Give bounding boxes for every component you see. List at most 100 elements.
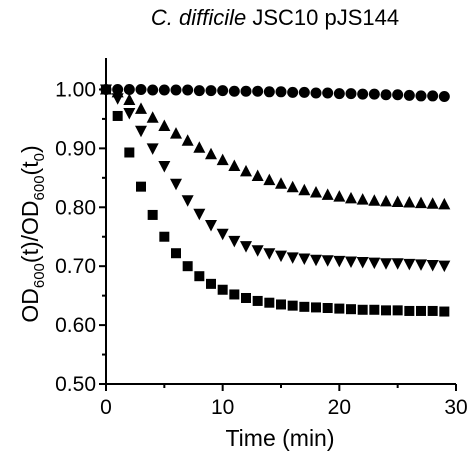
y-label-sub-numerator: 600 (31, 263, 48, 288)
chart-title-strain: JSC10 pJS144 (246, 5, 399, 30)
data-point-square (112, 110, 123, 121)
data-point-square (147, 209, 158, 220)
y-label-close: ) (17, 145, 43, 153)
data-point-circle (275, 86, 287, 98)
data-point-square (404, 305, 415, 316)
data-point-triangle-down (123, 108, 136, 120)
data-point-square (381, 305, 391, 316)
y-tick-label: 1.00 (55, 78, 96, 101)
data-point-triangle-down (181, 195, 194, 207)
data-point-triangle-up (263, 173, 276, 186)
data-point-square (427, 305, 438, 316)
data-point-circle (357, 88, 369, 100)
data-point-square (182, 261, 193, 272)
data-point-triangle-up (368, 194, 381, 206)
data-point-triangle-down (193, 208, 206, 221)
data-point-triangle-down (286, 252, 299, 264)
data-point-square (346, 304, 356, 315)
data-point-triangle-up (181, 134, 194, 146)
data-point-square (217, 284, 228, 295)
data-point-triangle-down (426, 260, 439, 272)
y-tick-label: 0.90 (55, 137, 96, 160)
data-point-triangle-up (228, 159, 241, 172)
data-point-triangle-up (391, 195, 404, 207)
data-point-triangle-down (415, 259, 427, 271)
data-point-triangle-up (205, 147, 217, 160)
data-point-triangle-down (333, 255, 346, 268)
data-point-triangle-up (426, 197, 439, 209)
y-label-t-zero: 0 (31, 153, 48, 161)
data-point-square (264, 297, 275, 308)
y-label-t-open: (t (17, 161, 43, 176)
data-point-circle (415, 90, 427, 102)
data-point-triangle-down (438, 260, 451, 273)
data-point-triangle-up (275, 177, 287, 189)
data-point-triangle-up (321, 188, 334, 200)
data-point-triangle-down (158, 161, 171, 173)
data-point-circle (392, 89, 404, 101)
series-0-circle (100, 83, 450, 103)
data-point-triangle-up (158, 119, 171, 131)
x-tick-label: 30 (444, 396, 467, 419)
data-point-circle (147, 84, 159, 96)
data-point-circle (228, 85, 240, 97)
data-point-triangle-up (135, 102, 147, 114)
data-point-square (101, 84, 111, 95)
data-point-square (357, 304, 368, 315)
data-point-triangle-down (391, 258, 404, 270)
data-point-triangle-up (193, 141, 206, 153)
data-point-circle (380, 89, 392, 101)
data-point-triangle-up (123, 93, 136, 106)
y-axis-label: OD600(t)/OD600(t0) (17, 145, 48, 322)
data-point-circle (158, 84, 170, 96)
data-point-triangle-up (333, 190, 346, 202)
data-point-triangle-down (298, 253, 311, 266)
data-point-triangle-up (310, 186, 322, 198)
series-2-triangle-down (100, 84, 451, 273)
data-point-triangle-up (298, 183, 311, 196)
data-point-triangle-down (216, 228, 229, 241)
data-point-circle (263, 86, 275, 98)
data-point-triangle-up (170, 127, 182, 139)
data-point-square (194, 271, 205, 282)
data-point-triangle-down (403, 258, 416, 271)
data-point-square (439, 306, 450, 317)
data-point-triangle-up (251, 169, 264, 182)
data-point-circle (333, 88, 345, 100)
data-point-triangle-down (275, 250, 287, 263)
x-tick-label: 10 (211, 396, 234, 419)
data-point-circle (310, 87, 322, 99)
data-point-circle (135, 83, 147, 95)
data-point-triangle-down (345, 256, 357, 268)
data-point-square (416, 305, 426, 316)
x-axis: 0 10 20 30 (100, 383, 468, 419)
data-point-triangle-up (403, 196, 416, 208)
y-label-mid: (t)/OD (17, 200, 43, 263)
data-point-triangle-down (170, 178, 182, 191)
data-point-square (392, 305, 403, 316)
data-point-square (241, 292, 251, 303)
data-point-square (159, 231, 170, 242)
data-point-square (276, 299, 286, 310)
series-1-triangle-up (100, 82, 451, 210)
data-point-square (124, 147, 135, 158)
data-point-circle (345, 88, 357, 100)
data-point-square (311, 302, 321, 313)
data-point-triangle-up (380, 194, 392, 207)
data-marks (100, 82, 451, 317)
data-point-circle (193, 85, 205, 97)
data-point-square (252, 295, 263, 306)
data-point-triangle-down (228, 235, 241, 248)
data-point-circle (403, 89, 415, 101)
y-axis: 0.50 0.60 0.70 0.80 0.90 1.00 (55, 58, 107, 396)
x-axis-label: Time (min) (225, 425, 334, 451)
chart-title: C. difficile JSC10 pJS144 (151, 5, 399, 30)
data-point-triangle-up (415, 196, 427, 209)
data-point-triangle-up (216, 153, 229, 166)
data-point-circle (217, 85, 229, 97)
data-point-circle (322, 87, 334, 99)
data-point-circle (438, 91, 450, 103)
data-point-square (206, 278, 216, 289)
data-point-triangle-down (240, 241, 252, 253)
data-point-circle (427, 90, 439, 102)
